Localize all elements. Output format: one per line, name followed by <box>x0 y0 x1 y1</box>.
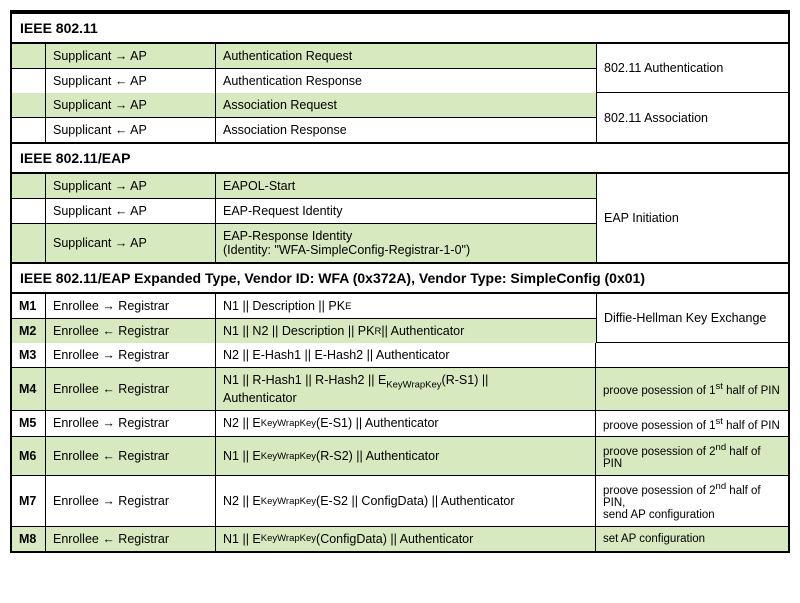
message: Authentication Request <box>216 44 596 69</box>
message: N1 || EKeyWrapKey(ConfigData) || Authent… <box>216 527 596 551</box>
table-row: M6 Enrollee ← Registrar N1 || EKeyWrapKe… <box>12 437 788 476</box>
msg-id: M7 <box>12 476 46 527</box>
msg-line2: (Identity: "WFA-SimpleConfig-Registrar-1… <box>223 243 470 257</box>
direction: Enrollee → Registrar <box>46 476 216 527</box>
message: N1 || R-Hash1 || R-Hash2 || EKeyWrapKey(… <box>216 368 596 411</box>
msg-id <box>12 174 46 199</box>
message: N1 || EKeyWrapKey(R-S2) || Authenticator <box>216 437 596 476</box>
table-row: M1 Enrollee → Registrar N1 || Descriptio… <box>12 294 596 319</box>
message: EAPOL-Start <box>216 174 596 199</box>
table-row: M8 Enrollee ← Registrar N1 || EKeyWrapKe… <box>12 527 788 551</box>
message: N2 || E-Hash1 || E-Hash2 || Authenticato… <box>216 343 596 368</box>
table-row: Supplicant → AP EAP-Response Identity (I… <box>12 224 596 262</box>
table-row: M5 Enrollee → Registrar N2 || EKeyWrapKe… <box>12 411 788 438</box>
assoc-group: Supplicant → AP Association Request Supp… <box>12 93 788 142</box>
message: N1 || Description || PKE <box>216 294 596 319</box>
direction: Enrollee → Registrar <box>46 294 216 319</box>
direction: Enrollee ← Registrar <box>46 527 216 551</box>
note: proove posession of 2nd half of PIN, sen… <box>596 476 788 527</box>
table-row: Supplicant ← AP EAP-Request Identity <box>12 199 596 224</box>
msg-id <box>12 44 46 69</box>
phase-note: Diffie-Hellman Key Exchange <box>596 294 788 343</box>
message: N2 || EKeyWrapKey(E-S2 || ConfigData) ||… <box>216 476 596 527</box>
direction: Supplicant → AP <box>46 174 216 199</box>
msg-id <box>12 69 46 93</box>
direction: Supplicant ← AP <box>46 69 216 93</box>
msg-id <box>12 199 46 224</box>
msg-line1: EAP-Response Identity <box>223 229 352 243</box>
msg-id: M1 <box>12 294 46 319</box>
direction: Supplicant → AP <box>46 44 216 69</box>
message: N2 || EKeyWrapKey(E-S1) || Authenticator <box>216 411 596 438</box>
table-row: M2 Enrollee ← Registrar N1 || N2 || Desc… <box>12 319 596 343</box>
note: proove posession of 1st half of PIN <box>596 368 788 411</box>
direction: Enrollee → Registrar <box>46 411 216 438</box>
direction: Enrollee ← Registrar <box>46 319 216 343</box>
msg-id: M8 <box>12 527 46 551</box>
phase-note: 802.11 Association <box>596 93 788 142</box>
note: proove posession of 1st half of PIN <box>596 411 788 438</box>
table-row: Supplicant ← AP Association Response <box>12 118 596 142</box>
msg-id: M2 <box>12 319 46 343</box>
table-row: Supplicant → AP EAPOL-Start <box>12 174 596 199</box>
msg-id <box>12 224 46 262</box>
direction: Supplicant ← AP <box>46 199 216 224</box>
phase-note: EAP Initiation <box>596 174 788 262</box>
table-row: M4 Enrollee ← Registrar N1 || R-Hash1 ||… <box>12 368 788 411</box>
section-header-expanded: IEEE 802.11/EAP Expanded Type, Vendor ID… <box>12 262 788 294</box>
direction: Supplicant ← AP <box>46 118 216 142</box>
table-row: M7 Enrollee → Registrar N2 || EKeyWrapKe… <box>12 476 788 527</box>
direction: Enrollee ← Registrar <box>46 368 216 411</box>
msg-id <box>12 118 46 142</box>
phase-note: 802.11 Authentication <box>596 44 788 93</box>
note <box>596 343 788 368</box>
message: EAP-Request Identity <box>216 199 596 224</box>
direction: Enrollee ← Registrar <box>46 437 216 476</box>
protocol-table: IEEE 802.11 Supplicant → AP Authenticati… <box>10 10 790 553</box>
section-header-eap: IEEE 802.11/EAP <box>12 142 788 174</box>
direction: Enrollee → Registrar <box>46 343 216 368</box>
table-row: M3 Enrollee → Registrar N2 || E-Hash1 ||… <box>12 343 788 368</box>
table-row: Supplicant → AP Authentication Request <box>12 44 596 69</box>
msg-id <box>12 93 46 118</box>
table-row: Supplicant → AP Association Request <box>12 93 596 118</box>
direction: Supplicant → AP <box>46 224 216 262</box>
message: Association Request <box>216 93 596 118</box>
direction: Supplicant → AP <box>46 93 216 118</box>
message: EAP-Response Identity (Identity: "WFA-Si… <box>216 224 596 262</box>
dh-group: M1 Enrollee → Registrar N1 || Descriptio… <box>12 294 788 343</box>
eap-group: Supplicant → AP EAPOL-Start Supplicant ←… <box>12 174 788 262</box>
message: Authentication Response <box>216 69 596 93</box>
section-header-80211: IEEE 802.11 <box>12 12 788 44</box>
auth-group: Supplicant → AP Authentication Request S… <box>12 44 788 93</box>
note: set AP configuration <box>596 527 788 551</box>
msg-id: M5 <box>12 411 46 438</box>
note: proove posession of 2nd half of PIN <box>596 437 788 476</box>
msg-id: M6 <box>12 437 46 476</box>
message: Association Response <box>216 118 596 142</box>
message: N1 || N2 || Description || PKR || Authen… <box>216 319 596 343</box>
msg-id: M4 <box>12 368 46 411</box>
table-row: Supplicant ← AP Authentication Response <box>12 69 596 93</box>
msg-id: M3 <box>12 343 46 368</box>
